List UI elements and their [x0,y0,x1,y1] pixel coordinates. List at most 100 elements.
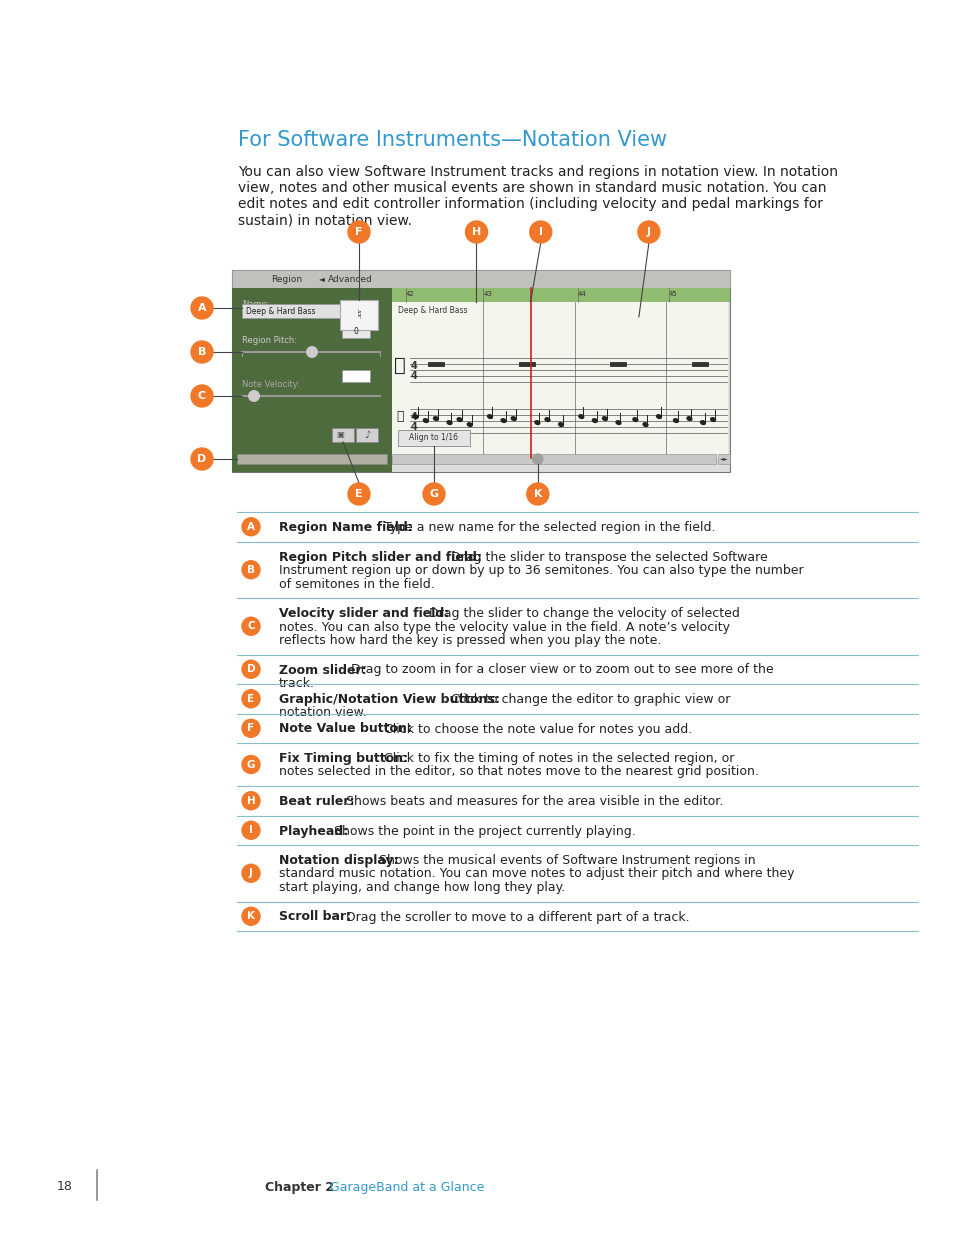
Text: Type a new name for the selected region in the field.: Type a new name for the selected region … [384,521,715,534]
Ellipse shape [578,415,583,419]
Text: Beat ruler:: Beat ruler: [278,795,358,808]
Text: B: B [247,564,254,574]
Text: Name:: Name: [242,300,270,309]
Text: of semitones in the field.: of semitones in the field. [278,578,435,590]
Ellipse shape [710,417,715,421]
Text: Instrument region up or down by up to 36 semitones. You can also type the number: Instrument region up or down by up to 36… [278,564,802,577]
Circle shape [306,347,317,357]
Ellipse shape [558,422,563,426]
Text: 43: 43 [483,291,492,296]
Text: Region Pitch:: Region Pitch: [242,336,296,345]
Text: view, notes and other musical events are shown in standard music notation. You c: view, notes and other musical events are… [237,182,825,195]
Bar [341,326,370,338]
Text: Playhead:: Playhead: [278,825,353,837]
Text: Click to choose the note value for notes you add.: Click to choose the note value for notes… [384,722,692,736]
Text: G: G [429,489,438,499]
Bar [232,270,729,472]
Bar [718,454,729,464]
Text: G: G [247,760,255,769]
Ellipse shape [433,416,438,420]
Text: ◄: ◄ [318,274,325,284]
Text: I: I [538,227,542,237]
Circle shape [242,618,260,635]
Text: C: C [247,621,254,631]
Text: 0: 0 [354,327,358,336]
Text: ♪: ♪ [363,430,370,440]
Circle shape [242,517,260,536]
Text: Drag the slider to transpose the selected Software: Drag the slider to transpose the selecte… [451,551,767,563]
Text: Zoom slider:: Zoom slider: [278,663,371,677]
Text: Shows the point in the project currently playing.: Shows the point in the project currently… [335,825,636,837]
Bar [332,429,354,442]
Text: Chapter 2: Chapter 2 [265,1181,334,1193]
Bar [339,300,377,330]
Text: 18: 18 [57,1181,72,1193]
Text: ♮: ♮ [356,308,361,322]
Bar [392,454,716,464]
Text: 4: 4 [410,370,416,380]
Text: Fix Timing button:: Fix Timing button: [278,752,412,764]
Ellipse shape [602,416,607,420]
Text: Advanced: Advanced [327,274,372,284]
Ellipse shape [616,421,620,425]
Bar [232,288,392,472]
Text: Drag the slider to change the velocity of selected: Drag the slider to change the velocity o… [429,606,739,620]
Circle shape [242,690,260,708]
Circle shape [242,792,260,810]
Bar [397,430,470,446]
Circle shape [529,221,551,243]
Circle shape [242,864,260,882]
Bar [341,370,370,382]
Text: 4: 4 [410,361,416,370]
Text: ▣: ▣ [335,431,344,440]
Ellipse shape [447,421,452,425]
Text: H: H [247,795,255,805]
Text: H: H [472,227,480,237]
Circle shape [191,341,213,363]
Circle shape [242,821,260,840]
Circle shape [532,454,542,464]
Circle shape [348,483,370,505]
Circle shape [638,221,659,243]
Text: Region Pitch slider and field:: Region Pitch slider and field: [278,551,486,563]
Text: Drag the scroller to move to a different part of a track.: Drag the scroller to move to a different… [345,910,688,924]
Ellipse shape [632,417,638,421]
Circle shape [242,561,260,579]
Circle shape [526,483,548,505]
Ellipse shape [700,421,704,425]
Circle shape [242,661,260,678]
Text: notation view.: notation view. [278,706,366,720]
Text: 𝄞: 𝄞 [394,356,405,375]
Text: sustain) in notation view.: sustain) in notation view. [237,212,412,227]
Ellipse shape [413,415,417,419]
Bar [392,288,729,303]
Text: K: K [247,911,254,921]
Bar [242,304,361,317]
Text: J: J [646,227,650,237]
Ellipse shape [544,417,549,421]
Text: start playing, and change how long they play.: start playing, and change how long they … [278,881,565,894]
Ellipse shape [535,421,539,425]
Text: I: I [249,825,253,835]
Text: standard music notation. You can move notes to adjust their pitch and where they: standard music notation. You can move no… [278,867,794,881]
Text: Note Value button:: Note Value button: [278,722,416,736]
Text: E: E [355,489,362,499]
Text: reflects how hard the key is pressed when you play the note.: reflects how hard the key is pressed whe… [278,634,660,647]
Text: Scroll bar:: Scroll bar: [278,910,355,924]
Bar [392,288,727,458]
Circle shape [465,221,487,243]
Text: Click to change the editor to graphic view or: Click to change the editor to graphic vi… [451,693,730,706]
Text: 44: 44 [578,291,586,296]
Text: Velocity slider and field:: Velocity slider and field: [278,606,453,620]
Circle shape [348,221,370,243]
Circle shape [242,908,260,925]
Text: notes selected in the editor, so that notes move to the nearest grid position.: notes selected in the editor, so that no… [278,766,758,778]
Circle shape [191,296,213,319]
Circle shape [242,756,260,773]
Text: ◄►: ◄► [719,457,727,462]
Circle shape [191,448,213,471]
Text: 4: 4 [410,411,416,421]
Text: D: D [247,664,255,674]
Circle shape [191,385,213,408]
Text: Deep & Hard Bass: Deep & Hard Bass [246,306,315,315]
